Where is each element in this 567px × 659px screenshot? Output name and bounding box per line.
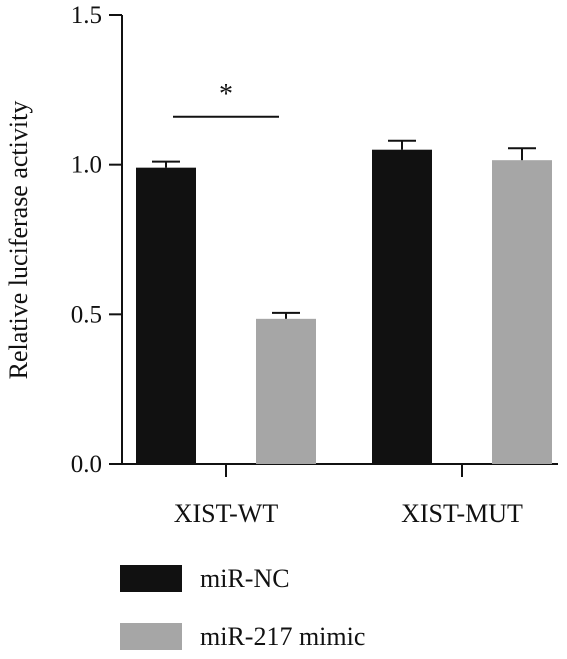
bar (256, 318, 316, 464)
x-axis-ticks: XIST-WT XIST-MUT (174, 464, 523, 528)
x-axis: XIST-WT XIST-MUT (121, 463, 558, 528)
legend-swatch (120, 565, 182, 592)
bar (136, 167, 196, 464)
legend-label: miR-217 mimic (200, 622, 365, 651)
bar (372, 149, 432, 464)
y-tick-label: 0.5 (71, 301, 102, 328)
y-tick-label: 0.0 (71, 451, 102, 478)
y-axis-label: Relative luciferase activity (4, 101, 33, 380)
y-axis-ticks: 0.0 0.5 1.0 1.5 (71, 2, 122, 478)
bars (136, 139, 552, 464)
legend-label: miR-NC (200, 564, 290, 593)
y-tick-label: 1.0 (71, 152, 102, 179)
y-axis: 0.0 0.5 1.0 1.5 (71, 2, 123, 478)
significance-marker: * (219, 79, 233, 110)
annotations: * (173, 79, 279, 118)
x-tick-label: XIST-MUT (401, 499, 523, 528)
bar (492, 160, 552, 464)
legend: miR-NC miR-217 mimic (120, 564, 365, 651)
y-tick-label: 1.5 (71, 2, 102, 29)
x-tick-label: XIST-WT (174, 499, 279, 528)
legend-swatch (120, 623, 182, 650)
